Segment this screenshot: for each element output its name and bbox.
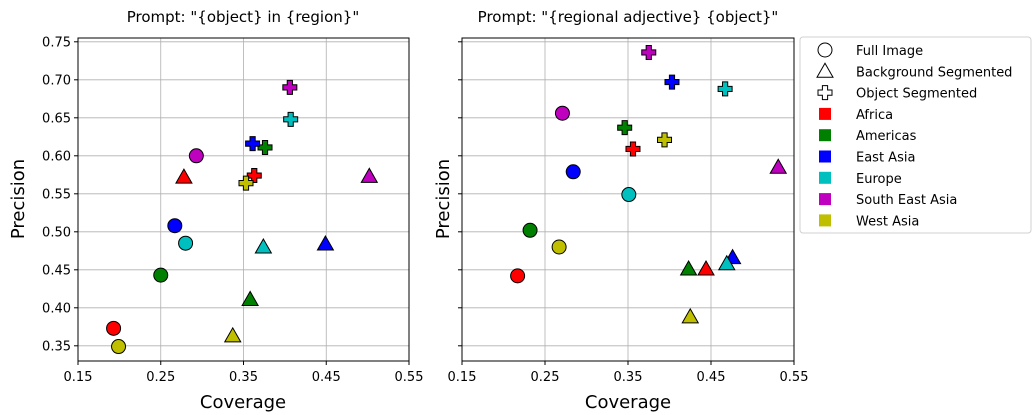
right-point-west-asia-plus [657, 132, 673, 148]
left-point-east-asia-triangle [316, 234, 335, 251]
left-y-tick-label: 0.45 [42, 263, 71, 278]
right-point-africa-circle [510, 268, 526, 284]
left-point-europe-plus [283, 111, 299, 127]
legend: Full Image Background Segmented Object Seg… [799, 36, 1032, 234]
legend-swatch-west-asia [819, 214, 831, 227]
legend-label-object-segmented: Object Segmented [856, 87, 977, 102]
legend-marker-object-segmented [817, 85, 833, 101]
legend-label-south-east-asia: South East Asia [856, 193, 957, 208]
left-point-east-asia-plus [245, 136, 261, 152]
left-point-africa-plus [246, 168, 262, 184]
left-x-axis-label: Coverage [200, 392, 286, 413]
right-point-south-east-asia-triangle [769, 158, 788, 174]
legend-marker-background-segmented [816, 62, 834, 78]
right-point-americas-triangle [679, 260, 698, 276]
left-y-tick-label: 0.35 [42, 339, 71, 354]
left-point-east-asia-circle [167, 218, 183, 234]
right-point-south-east-asia-circle [554, 105, 570, 121]
right-x-tick-label: 0.15 [448, 370, 477, 385]
left-point-west-asia-plus [238, 175, 254, 191]
left-y-tick-label: 0.75 [42, 35, 71, 50]
right-point-west-asia-circle [551, 239, 567, 255]
left-points [106, 79, 379, 355]
left-y-ticks: 0.35 0.40 0.45 0.50 0.55 0.60 0.65 0.70 0.75 [42, 35, 78, 354]
legend-swatch-europe [819, 171, 831, 184]
right-chart-title: Prompt: "{regional adjective} {object}" [478, 8, 779, 26]
right-x-tick-label: 0.45 [697, 370, 726, 385]
legend-swatch-east-asia [819, 150, 831, 163]
right-point-south-east-asia-plus [641, 44, 657, 60]
left-y-tick-label: 0.40 [42, 301, 71, 316]
left-y-tick-label: 0.60 [42, 149, 71, 164]
left-point-west-asia-circle [111, 339, 127, 355]
left-x-tick-label: 0.35 [229, 370, 258, 385]
legend-swatch-americas [819, 129, 831, 142]
right-point-europe-circle [621, 187, 637, 203]
right-point-europe-triangle [717, 254, 736, 271]
right-point-africa-plus [625, 141, 641, 157]
left-point-americas-circle [153, 267, 169, 283]
right-point-east-asia-plus [664, 74, 680, 90]
right-x-axis-label: Coverage [585, 392, 671, 413]
legend-label-africa: Africa [856, 108, 893, 123]
right-point-west-asia-triangle [681, 307, 700, 324]
legend-label-west-asia: West Asia [856, 214, 919, 229]
left-x-tick-label: 0.15 [64, 370, 93, 385]
right-y-axis-label: Precision [433, 159, 454, 239]
left-y-tick-label: 0.65 [42, 111, 71, 126]
left-point-europe-circle [178, 235, 194, 251]
left-x-tick-label: 0.25 [146, 370, 175, 385]
right-point-east-asia-circle [565, 164, 581, 180]
left-point-europe-triangle [254, 237, 273, 254]
right-scatter-panel: 0.15 0.25 0.35 0.45 0.55 Prompt: "{regional … [433, 8, 808, 413]
left-y-tick-label: 0.55 [42, 187, 71, 202]
right-x-ticks: 0.15 0.25 0.35 0.45 0.55 [448, 361, 809, 385]
right-x-tick-label: 0.35 [614, 370, 643, 385]
left-point-south-east-asia-circle [188, 148, 204, 164]
legend-label-background-segmented: Background Segmented [856, 65, 1012, 80]
legend-marker-full-image [817, 42, 833, 58]
legend-swatch-south-east-asia [819, 193, 831, 206]
left-point-africa-triangle [175, 168, 193, 184]
left-x-tick-label: 0.55 [395, 370, 424, 385]
left-point-africa-circle [106, 320, 122, 336]
left-x-ticks: 0.15 0.25 0.35 0.45 0.55 [64, 361, 424, 385]
right-point-americas-plus [617, 120, 633, 136]
left-y-axis-label: Precision [8, 159, 29, 239]
right-point-europe-plus [717, 81, 733, 97]
right-point-americas-circle [522, 222, 538, 238]
left-point-south-east-asia-triangle [360, 167, 379, 183]
left-scatter-panel: 0.15 0.25 0.35 0.45 0.55 0.35 0.40 0.45 0.50 0.5… [8, 8, 423, 413]
right-y-ticks [458, 41, 462, 347]
left-y-tick-label: 0.70 [42, 73, 71, 88]
legend-label-europe: Europe [856, 172, 902, 187]
right-x-tick-label: 0.25 [531, 370, 560, 385]
legend-box [799, 36, 1032, 234]
legend-label-americas: Americas [856, 129, 917, 144]
right-x-tick-label: 0.55 [780, 370, 809, 385]
right-point-africa-triangle [697, 260, 715, 276]
legend-swatch-africa [819, 107, 831, 120]
legend-label-east-asia: East Asia [856, 151, 915, 166]
left-point-west-asia-triangle [223, 326, 242, 343]
left-chart-title: Prompt: "{object} in {region}" [127, 8, 359, 26]
left-x-tick-label: 0.45 [312, 370, 341, 385]
right-points [510, 44, 788, 324]
legend-label-full-image: Full Image [856, 44, 923, 59]
left-y-tick-label: 0.50 [42, 225, 71, 240]
left-point-americas-plus [257, 139, 273, 155]
left-grid [77, 38, 410, 361]
left-point-americas-triangle [241, 290, 259, 306]
legend-entries: Full Image Background Segmented Object Seg… [816, 42, 1012, 229]
left-point-south-east-asia-plus [282, 79, 298, 95]
